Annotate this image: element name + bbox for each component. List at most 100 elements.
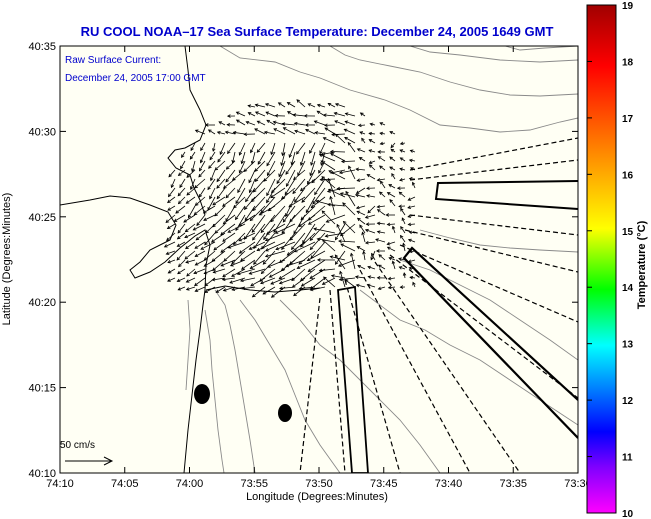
current-vector-head bbox=[344, 120, 349, 124]
current-vector-head bbox=[238, 169, 243, 174]
current-vector-head bbox=[227, 150, 231, 155]
current-vector bbox=[334, 120, 346, 126]
current-vector-head bbox=[328, 170, 333, 174]
current-vector-head bbox=[354, 275, 359, 279]
current-vector bbox=[184, 232, 196, 238]
current-vector-head bbox=[336, 223, 340, 228]
current-vector-head bbox=[390, 148, 395, 153]
current-vector bbox=[233, 232, 246, 245]
current-vector-head bbox=[235, 119, 240, 123]
current-vector bbox=[314, 120, 326, 126]
current-vector-head bbox=[222, 220, 227, 225]
current-vector-head bbox=[212, 223, 216, 228]
current-vector bbox=[408, 239, 416, 243]
current-vector-head bbox=[412, 281, 416, 286]
current-vector-head bbox=[281, 152, 285, 157]
current-vector bbox=[212, 142, 216, 152]
current-vector bbox=[225, 169, 236, 183]
current-vector bbox=[319, 154, 336, 162]
current-vector bbox=[189, 151, 196, 160]
current-vector bbox=[330, 169, 346, 174]
current-vector-head bbox=[270, 281, 275, 285]
current-vector-head bbox=[212, 270, 217, 274]
current-vector-head bbox=[247, 104, 252, 108]
current-vector-head bbox=[398, 204, 402, 209]
current-vector-head bbox=[186, 174, 190, 178]
current-vector-head bbox=[379, 122, 384, 126]
current-vector-head bbox=[389, 131, 394, 135]
current-vector-head bbox=[350, 252, 354, 257]
current-vector bbox=[330, 196, 336, 216]
current-vector bbox=[249, 268, 266, 275]
current-vector bbox=[212, 277, 226, 281]
current-vector-head bbox=[225, 218, 229, 222]
current-vector-head bbox=[376, 221, 381, 226]
current-vector bbox=[325, 232, 346, 237]
current-vector-head bbox=[216, 195, 221, 200]
current-vector bbox=[297, 259, 316, 269]
current-vector bbox=[252, 196, 266, 211]
current-vector-head bbox=[274, 230, 279, 234]
current-vector-head bbox=[388, 184, 393, 188]
current-vector-head bbox=[319, 177, 324, 182]
current-vector bbox=[220, 241, 236, 253]
current-vector-head bbox=[376, 230, 381, 234]
current-vector-head bbox=[386, 241, 391, 246]
current-vector-head bbox=[309, 275, 314, 279]
colorbar-tick-label: 19 bbox=[622, 1, 634, 12]
current-vector-head bbox=[368, 139, 373, 143]
current-vector-head bbox=[257, 161, 262, 165]
current-vector-head bbox=[285, 183, 290, 188]
current-vector-head bbox=[185, 279, 190, 283]
current-vector-head bbox=[377, 264, 382, 268]
current-vector-head bbox=[222, 288, 227, 292]
current-vector-head bbox=[204, 289, 208, 293]
current-vector-head bbox=[322, 137, 327, 141]
current-vector bbox=[312, 187, 326, 205]
y-tick-label: 40:10 bbox=[28, 468, 56, 480]
annotation-line-2: December 24, 2005 17:00 GMT bbox=[65, 73, 206, 84]
current-vector-head bbox=[191, 168, 195, 173]
current-vector bbox=[178, 169, 186, 176]
current-vector bbox=[330, 153, 346, 162]
current-vector-head bbox=[194, 245, 199, 249]
current-vector-head bbox=[398, 266, 403, 270]
current-vector bbox=[267, 259, 286, 268]
current-vector-head bbox=[248, 271, 253, 275]
current-vector bbox=[252, 286, 266, 298]
shoreline-right bbox=[205, 285, 321, 293]
current-vector-head bbox=[318, 170, 322, 174]
current-vector-head bbox=[389, 166, 393, 170]
current-vector bbox=[251, 151, 256, 164]
current-vector-head bbox=[277, 102, 282, 106]
current-vector-head bbox=[263, 130, 268, 135]
current-vector-head bbox=[176, 235, 181, 240]
current-vector bbox=[378, 254, 386, 261]
current-vector bbox=[203, 214, 216, 221]
current-vector bbox=[289, 223, 306, 241]
current-vector-head bbox=[398, 257, 402, 261]
x-tick-label: 74:10 bbox=[46, 478, 74, 490]
current-vector bbox=[263, 169, 276, 182]
current-vector-head bbox=[265, 248, 269, 252]
current-vector-head bbox=[194, 129, 199, 133]
current-vector-head bbox=[356, 148, 361, 152]
current-vector-head bbox=[303, 114, 308, 118]
current-vector-head bbox=[288, 154, 292, 158]
current-vector bbox=[257, 151, 266, 165]
current-vector bbox=[256, 241, 276, 251]
current-vector bbox=[370, 250, 376, 260]
current-vector bbox=[165, 214, 176, 223]
current-vector bbox=[183, 214, 196, 223]
current-vector bbox=[220, 259, 236, 267]
colorbar-tick-label: 11 bbox=[622, 453, 633, 464]
current-vector bbox=[292, 178, 306, 194]
current-vector bbox=[167, 259, 176, 263]
current-vector-head bbox=[299, 187, 304, 192]
current-vector-head bbox=[204, 123, 209, 127]
current-vector bbox=[181, 151, 186, 158]
annotation-line-1: Raw Surface Current: bbox=[65, 55, 161, 66]
current-vector bbox=[387, 246, 396, 252]
current-vector-head bbox=[256, 120, 261, 124]
current-vector bbox=[209, 151, 216, 160]
